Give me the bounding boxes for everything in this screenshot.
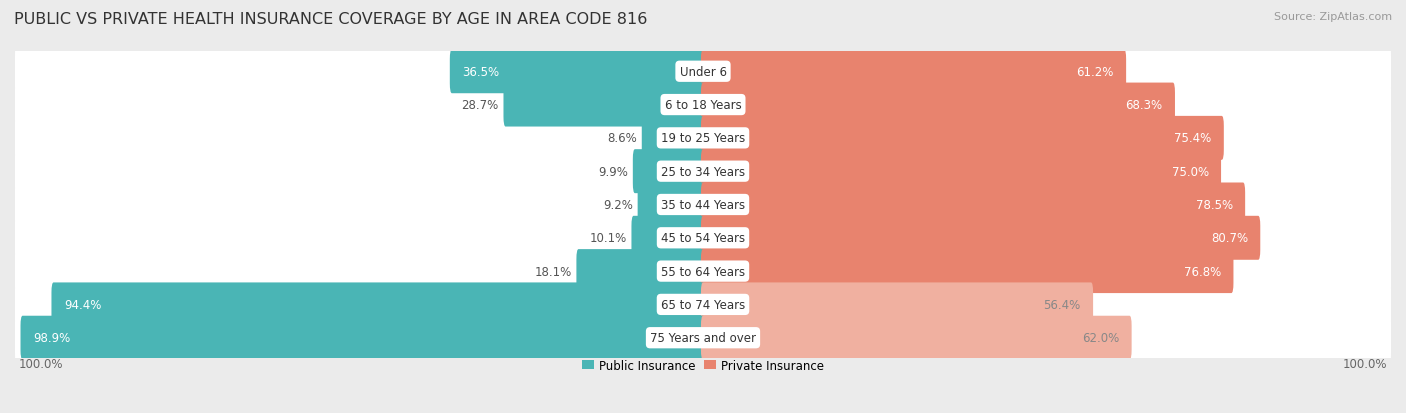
Text: 9.9%: 9.9% bbox=[598, 165, 628, 178]
FancyBboxPatch shape bbox=[15, 206, 1391, 270]
FancyBboxPatch shape bbox=[52, 283, 704, 327]
FancyBboxPatch shape bbox=[15, 74, 1391, 137]
Text: 18.1%: 18.1% bbox=[534, 265, 572, 278]
FancyBboxPatch shape bbox=[15, 240, 1391, 303]
FancyBboxPatch shape bbox=[702, 150, 1220, 194]
Text: 6 to 18 Years: 6 to 18 Years bbox=[665, 99, 741, 112]
Text: Source: ZipAtlas.com: Source: ZipAtlas.com bbox=[1274, 12, 1392, 22]
FancyBboxPatch shape bbox=[21, 316, 704, 360]
Text: 65 to 74 Years: 65 to 74 Years bbox=[661, 298, 745, 311]
Text: 55 to 64 Years: 55 to 64 Years bbox=[661, 265, 745, 278]
Text: 9.2%: 9.2% bbox=[603, 199, 633, 211]
Text: 75.4%: 75.4% bbox=[1174, 132, 1212, 145]
FancyBboxPatch shape bbox=[641, 116, 704, 161]
FancyBboxPatch shape bbox=[702, 116, 1223, 161]
FancyBboxPatch shape bbox=[15, 273, 1391, 337]
Text: 94.4%: 94.4% bbox=[63, 298, 101, 311]
Text: 78.5%: 78.5% bbox=[1195, 199, 1233, 211]
FancyBboxPatch shape bbox=[15, 107, 1391, 171]
Text: 25 to 34 Years: 25 to 34 Years bbox=[661, 165, 745, 178]
Text: 75.0%: 75.0% bbox=[1171, 165, 1209, 178]
Text: 10.1%: 10.1% bbox=[589, 232, 627, 244]
FancyBboxPatch shape bbox=[702, 50, 1126, 94]
FancyBboxPatch shape bbox=[15, 140, 1391, 204]
FancyBboxPatch shape bbox=[450, 50, 704, 94]
Text: 19 to 25 Years: 19 to 25 Years bbox=[661, 132, 745, 145]
Text: 45 to 54 Years: 45 to 54 Years bbox=[661, 232, 745, 244]
Text: 35 to 44 Years: 35 to 44 Years bbox=[661, 199, 745, 211]
FancyBboxPatch shape bbox=[631, 216, 704, 260]
Text: 36.5%: 36.5% bbox=[463, 66, 499, 78]
FancyBboxPatch shape bbox=[633, 150, 704, 194]
Text: 28.7%: 28.7% bbox=[461, 99, 499, 112]
Text: 62.0%: 62.0% bbox=[1083, 331, 1119, 344]
FancyBboxPatch shape bbox=[576, 249, 704, 293]
Text: 68.3%: 68.3% bbox=[1125, 99, 1163, 112]
FancyBboxPatch shape bbox=[15, 173, 1391, 237]
FancyBboxPatch shape bbox=[15, 306, 1391, 370]
FancyBboxPatch shape bbox=[15, 40, 1391, 104]
Text: PUBLIC VS PRIVATE HEALTH INSURANCE COVERAGE BY AGE IN AREA CODE 816: PUBLIC VS PRIVATE HEALTH INSURANCE COVER… bbox=[14, 12, 647, 27]
Text: 8.6%: 8.6% bbox=[607, 132, 637, 145]
Text: 80.7%: 80.7% bbox=[1211, 232, 1249, 244]
Legend: Public Insurance, Private Insurance: Public Insurance, Private Insurance bbox=[578, 354, 828, 376]
FancyBboxPatch shape bbox=[638, 183, 704, 227]
Text: 56.4%: 56.4% bbox=[1043, 298, 1081, 311]
Text: 100.0%: 100.0% bbox=[18, 357, 63, 370]
FancyBboxPatch shape bbox=[702, 283, 1092, 327]
Text: 76.8%: 76.8% bbox=[1184, 265, 1220, 278]
Text: 100.0%: 100.0% bbox=[1343, 357, 1388, 370]
Text: Under 6: Under 6 bbox=[679, 66, 727, 78]
FancyBboxPatch shape bbox=[503, 83, 704, 127]
Text: 61.2%: 61.2% bbox=[1077, 66, 1114, 78]
FancyBboxPatch shape bbox=[702, 216, 1260, 260]
Text: 75 Years and over: 75 Years and over bbox=[650, 331, 756, 344]
Text: 98.9%: 98.9% bbox=[32, 331, 70, 344]
FancyBboxPatch shape bbox=[702, 83, 1175, 127]
FancyBboxPatch shape bbox=[702, 249, 1233, 293]
FancyBboxPatch shape bbox=[702, 316, 1132, 360]
FancyBboxPatch shape bbox=[702, 183, 1246, 227]
